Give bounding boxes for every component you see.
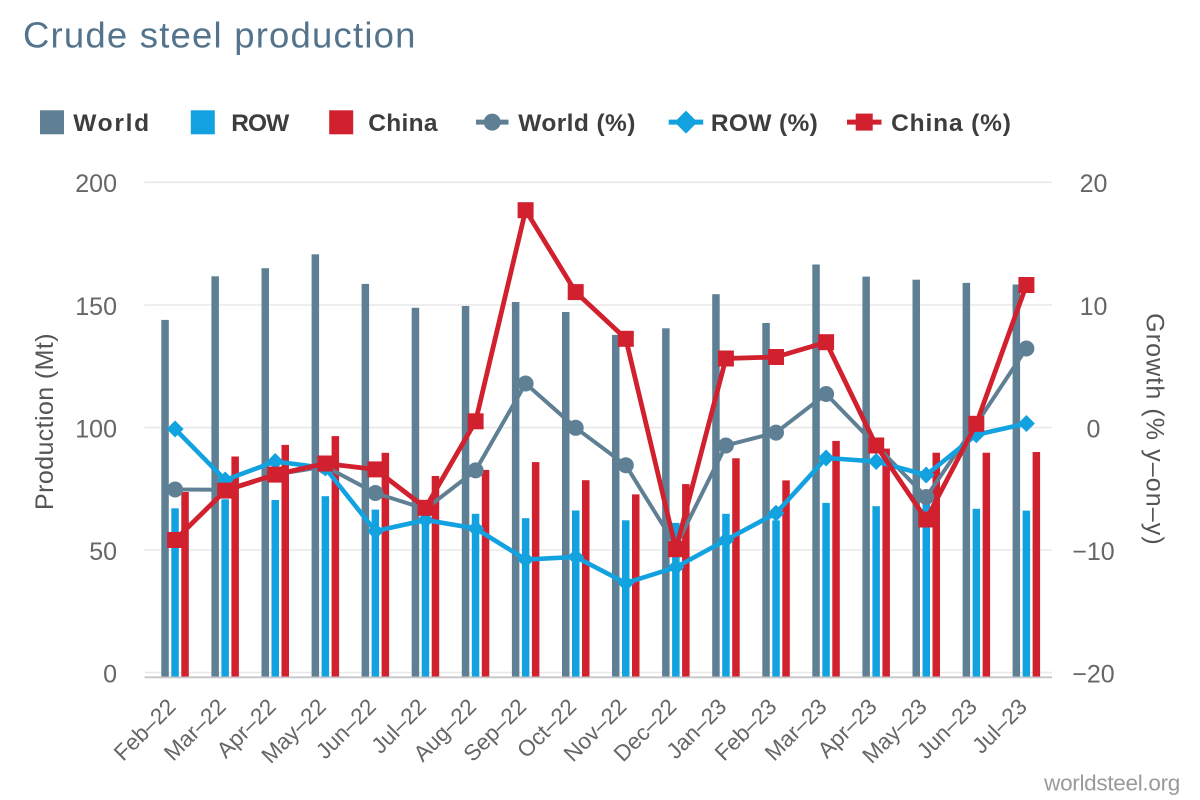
- svg-text:World: World: [73, 110, 150, 137]
- svg-text:0: 0: [1087, 415, 1101, 443]
- svg-text:Production (Mt): Production (Mt): [31, 333, 59, 510]
- svg-text:ROW: ROW: [231, 110, 290, 137]
- svg-text:0: 0: [103, 660, 117, 688]
- svg-text:−20: −20: [1072, 660, 1114, 688]
- svg-text:China: China: [368, 110, 438, 137]
- svg-text:ROW (%): ROW (%): [711, 110, 818, 137]
- svg-text:World (%): World (%): [518, 110, 635, 137]
- svg-text:50: 50: [89, 538, 117, 566]
- svg-text:100: 100: [75, 415, 117, 443]
- svg-text:worldsteel.org: worldsteel.org: [1043, 771, 1180, 796]
- svg-text:10: 10: [1080, 293, 1108, 321]
- svg-text:−10: −10: [1072, 538, 1114, 566]
- svg-text:200: 200: [75, 170, 117, 198]
- svg-text:China (%): China (%): [891, 110, 1012, 137]
- svg-text:150: 150: [75, 293, 117, 321]
- svg-text:20: 20: [1080, 170, 1108, 198]
- svg-text:Growth (% y–on–y): Growth (% y–on–y): [1141, 313, 1169, 546]
- svg-text:Crude steel production: Crude steel production: [23, 15, 417, 56]
